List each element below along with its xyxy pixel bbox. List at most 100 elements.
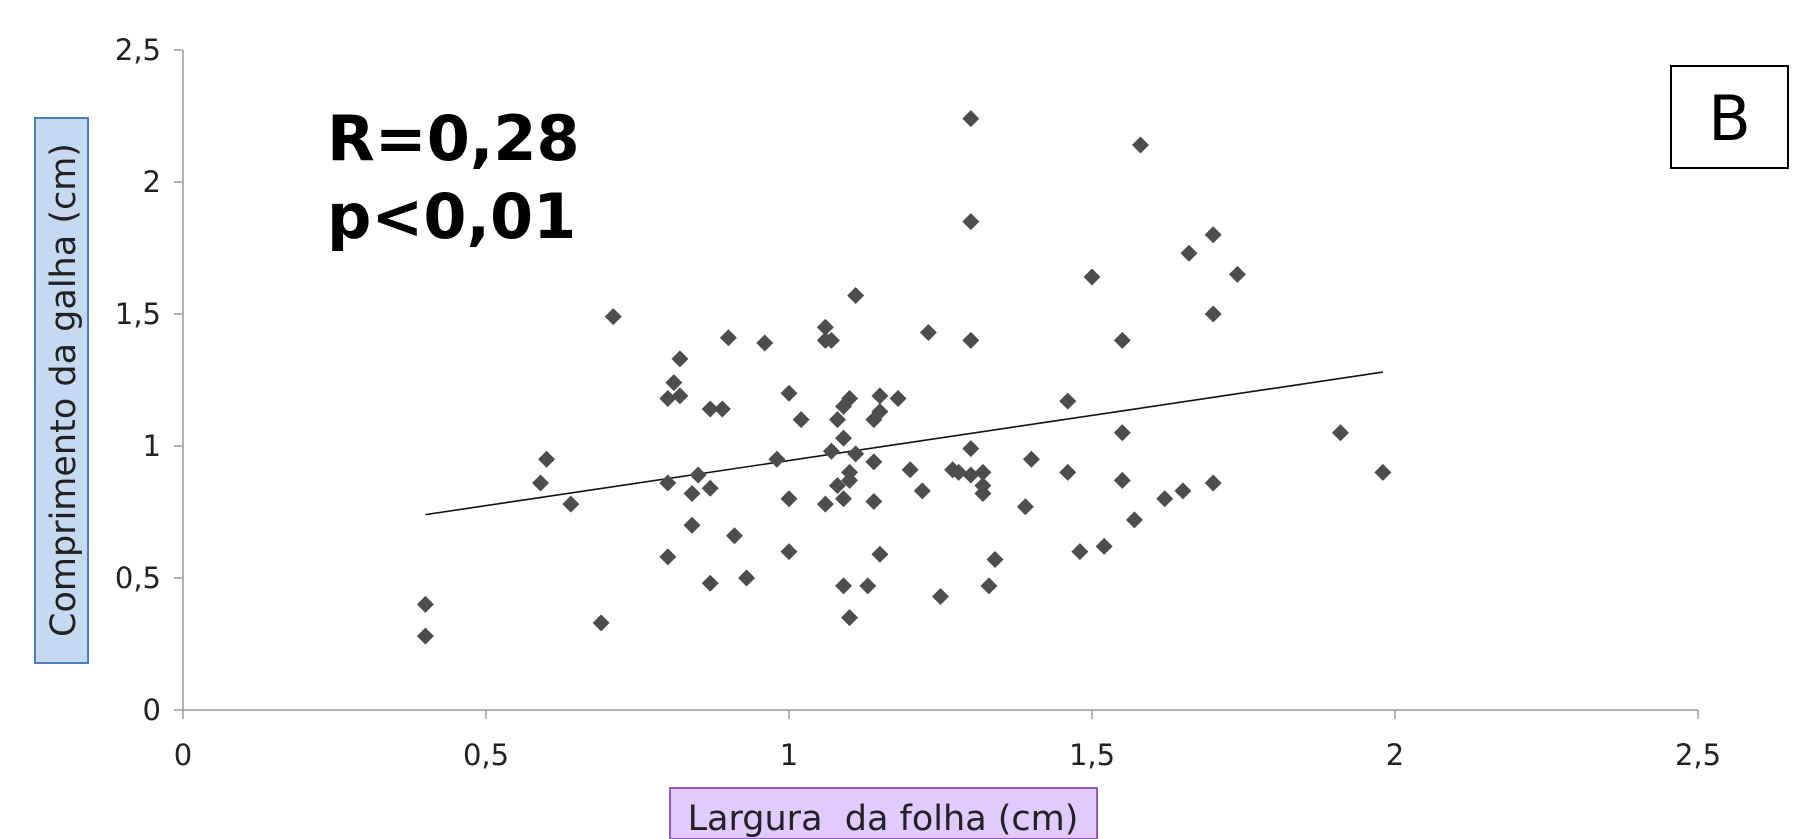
x-tick-label: 1,5 (1069, 738, 1115, 772)
data-point (671, 387, 689, 405)
r-annotation: R=0,28 (327, 102, 580, 175)
data-point (532, 474, 550, 492)
x-tick-label: 0 (174, 738, 192, 772)
data-point (974, 485, 992, 503)
data-point (828, 411, 846, 429)
data-point (962, 331, 980, 349)
data-point (816, 318, 834, 336)
data-point (835, 490, 853, 508)
y-tick-label: 0 (143, 693, 161, 727)
data-point (1016, 498, 1034, 516)
data-point (780, 490, 798, 508)
data-point (1059, 392, 1077, 410)
data-point (913, 482, 931, 500)
data-point (1022, 450, 1040, 468)
data-point (416, 595, 434, 613)
data-point (1228, 265, 1246, 283)
data-point (865, 492, 883, 510)
data-point (416, 627, 434, 645)
data-point (1204, 226, 1222, 244)
data-point (1113, 471, 1131, 489)
data-point (974, 463, 992, 481)
x-tick-label: 1 (780, 738, 798, 772)
data-point (847, 445, 865, 463)
data-point (835, 577, 853, 595)
data-point (962, 440, 980, 458)
panel-label-box: B (1670, 65, 1789, 169)
data-point (701, 400, 719, 418)
y-tick-label: 2,5 (115, 33, 161, 67)
p-annotation: p<0,01 (327, 180, 576, 253)
data-point (604, 308, 622, 326)
data-points (416, 110, 1392, 645)
data-point (962, 110, 980, 128)
data-point (828, 477, 846, 495)
x-ticks: 0 0,5 1 1,5 2 2,5 (174, 710, 1721, 772)
data-point (719, 329, 737, 347)
data-point (1113, 331, 1131, 349)
data-point (756, 334, 774, 352)
data-point (822, 331, 840, 349)
data-point (1374, 463, 1392, 481)
data-point (847, 287, 865, 305)
data-point (962, 213, 980, 231)
data-point (683, 485, 701, 503)
x-axis-title: Largura da folha (cm) (688, 799, 1079, 839)
data-point (725, 527, 743, 545)
axes (182, 50, 1698, 711)
data-point (538, 450, 556, 468)
data-point (841, 609, 859, 627)
y-ticks: 0 0,5 1 1,5 2 2,5 (115, 33, 183, 727)
y-tick-label: 0,5 (115, 561, 161, 595)
data-point (562, 495, 580, 513)
data-point (841, 389, 859, 407)
data-point (871, 403, 889, 421)
data-point (1083, 268, 1101, 286)
data-point (859, 577, 877, 595)
trendline (425, 371, 1383, 516)
x-tick-label: 0,5 (463, 738, 509, 772)
data-point (792, 411, 810, 429)
x-tick-label: 2,5 (1675, 738, 1721, 772)
data-point (841, 471, 859, 489)
data-point (1174, 482, 1192, 500)
data-point (671, 350, 689, 368)
data-point (1131, 136, 1149, 154)
data-point (780, 384, 798, 402)
data-point (683, 516, 701, 534)
data-point (1204, 474, 1222, 492)
data-point (1113, 424, 1131, 442)
data-point (713, 400, 731, 418)
data-point (865, 453, 883, 471)
data-point (932, 587, 949, 605)
data-point (1059, 463, 1077, 481)
data-point (962, 466, 980, 484)
data-point (986, 551, 1004, 569)
data-point (950, 463, 968, 481)
data-point (822, 442, 840, 460)
y-tick-label: 1,5 (115, 297, 161, 331)
data-point (1180, 244, 1198, 262)
data-point (871, 545, 889, 563)
x-axis-title-group: Largura da folha (cm) (669, 787, 1098, 839)
data-point (701, 574, 719, 592)
data-point (659, 474, 677, 492)
data-point (816, 495, 834, 513)
data-point (1071, 543, 1089, 561)
data-point (780, 543, 798, 561)
y-axis-title-group: Comprimento da galha (cm) (34, 117, 89, 664)
data-point (689, 466, 707, 484)
data-point (1156, 490, 1174, 508)
data-point (659, 548, 677, 566)
data-point (889, 389, 907, 407)
data-point (665, 374, 683, 392)
data-point (1331, 424, 1349, 442)
data-point (1125, 511, 1143, 529)
data-point (1095, 537, 1113, 555)
y-tick-label: 1 (143, 429, 161, 463)
x-tick-label: 2 (1386, 738, 1404, 772)
data-point (592, 614, 610, 632)
data-point (901, 461, 919, 479)
data-point (871, 387, 889, 405)
